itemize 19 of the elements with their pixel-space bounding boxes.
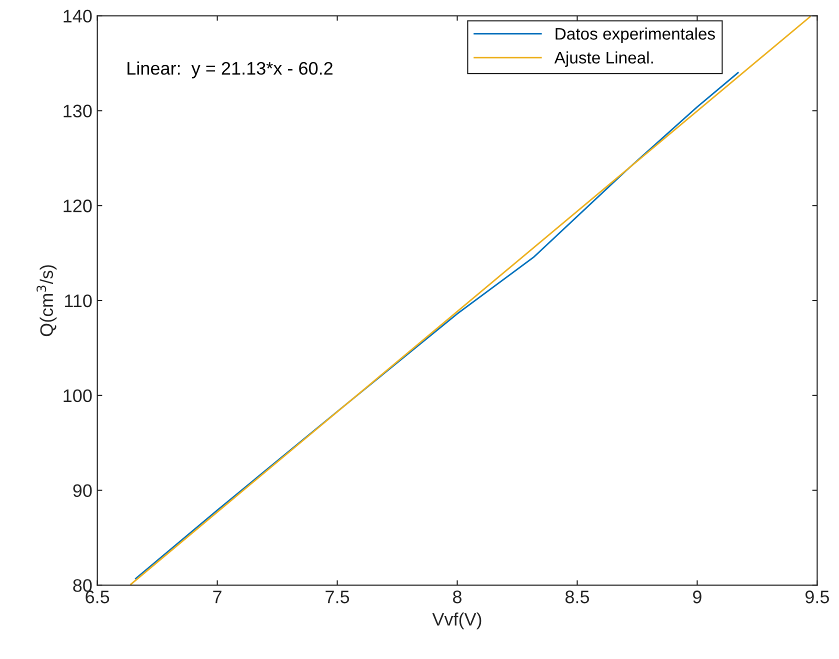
x-tick-label: 8 <box>453 590 462 604</box>
y-tick-label: 100 <box>64 389 92 402</box>
x-axis-title: Vvf(V) <box>432 612 482 630</box>
x-tick-label: 9.5 <box>805 590 829 604</box>
y-tick-label: 140 <box>64 10 92 23</box>
x-tick-label: 7.5 <box>326 590 350 604</box>
legend-label: Datos experimentales <box>556 27 715 44</box>
x-tick-label: 8.5 <box>565 590 590 604</box>
x-tick-label: 7 <box>213 590 222 604</box>
x-tick-label: 9 <box>693 590 702 604</box>
y-tick-label: 90 <box>73 484 92 498</box>
y-tick-label: 120 <box>64 200 92 212</box>
y-tick-label: 110 <box>65 294 92 308</box>
annotation: Linear: y = 21.13*x - 60.2 <box>128 61 332 78</box>
y-tick-label: 80 <box>73 579 92 592</box>
x-tick-label: 6.5 <box>86 590 110 604</box>
y-axis-title: Q(cm$^{3}$/s) <box>36 265 57 336</box>
legend-label: Ajuste Lineal. <box>554 51 653 67</box>
y-tick-label: 130 <box>64 104 92 118</box>
